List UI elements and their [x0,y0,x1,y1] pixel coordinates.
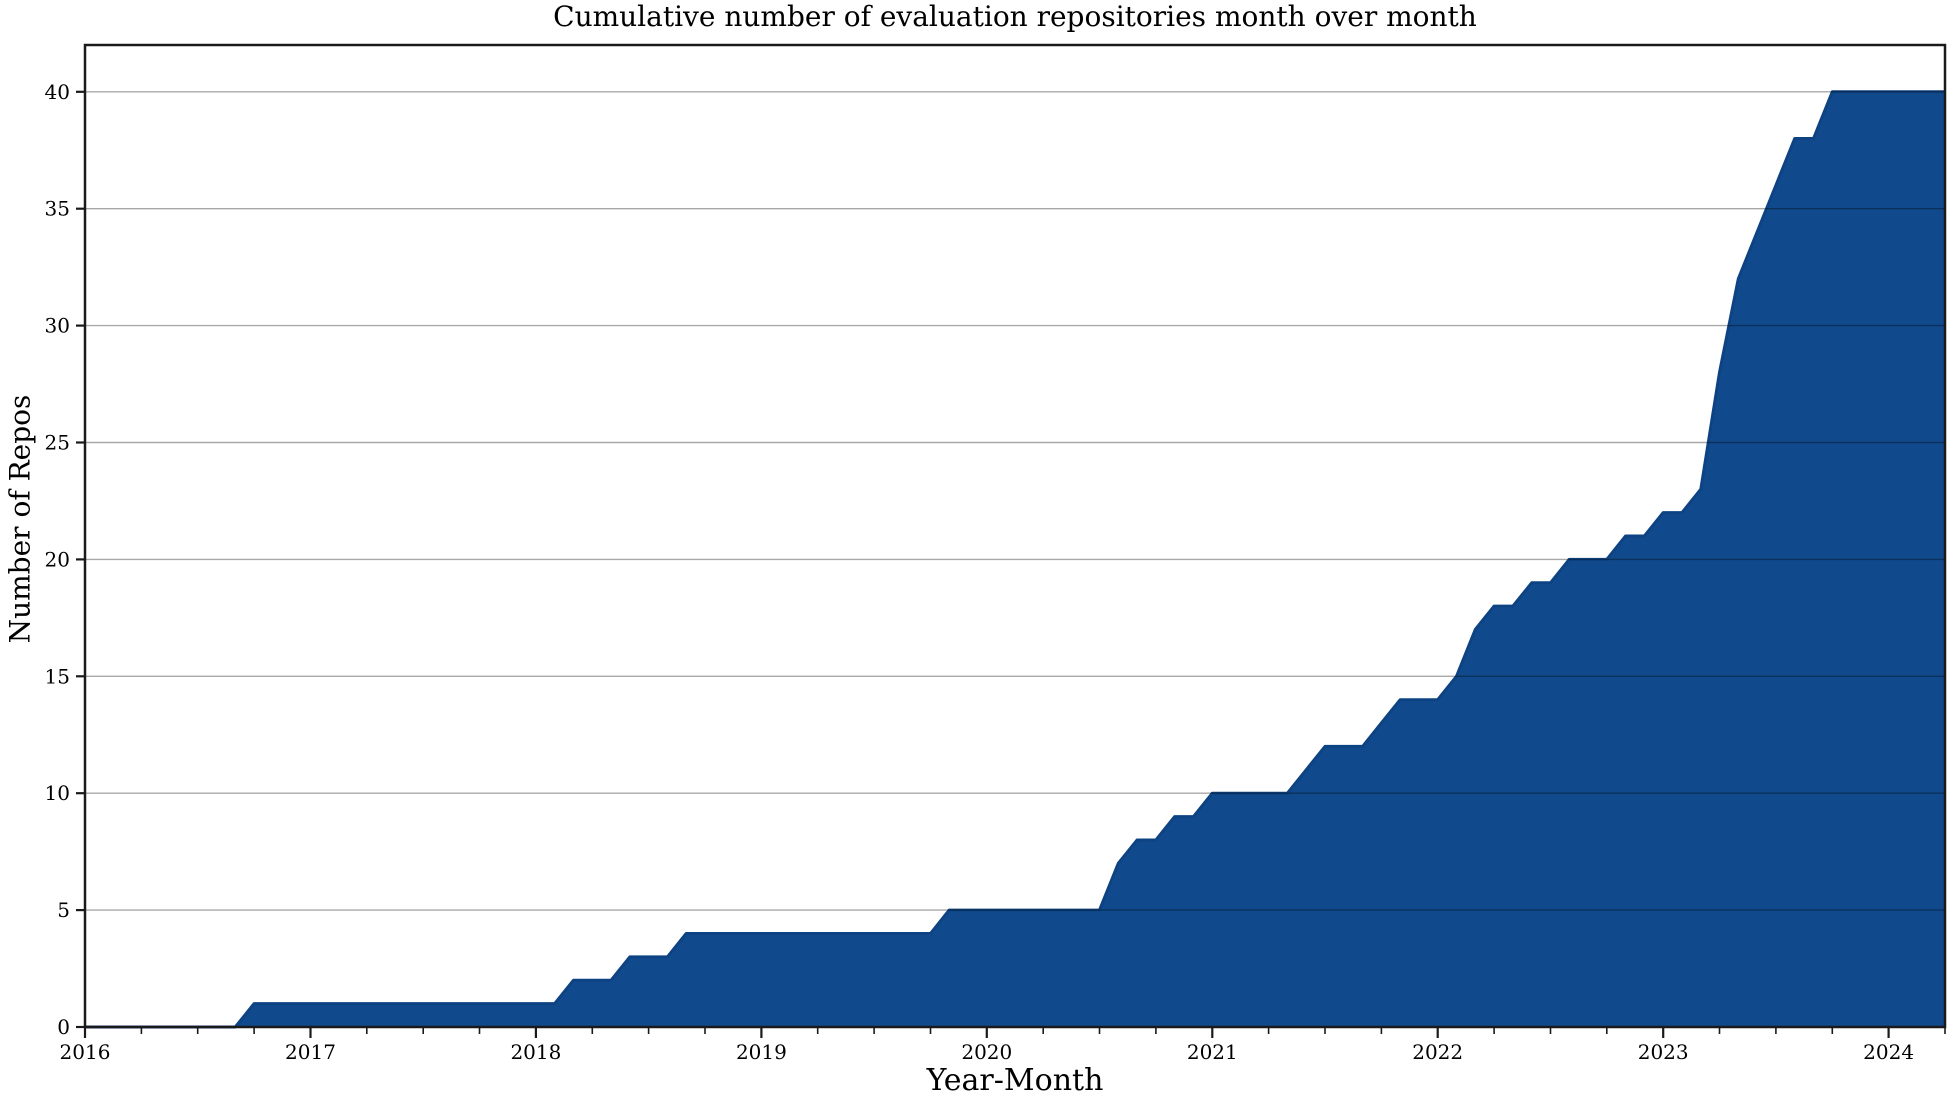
y-tick-label: 5 [57,898,70,922]
x-tick-label: 2023 [1638,1040,1689,1064]
y-tick-label: 35 [45,197,70,221]
x-tick-label: 2016 [60,1040,111,1064]
area-line [85,90,1945,1029]
y-tick-label: 20 [45,547,70,571]
x-tick-label: 2017 [285,1040,336,1064]
x-axis-label: Year-Month [926,1063,1104,1098]
x-tick-label: 2018 [510,1040,561,1064]
x-tick-label: 2019 [736,1040,787,1064]
y-tick-label: 0 [57,1015,70,1039]
x-tick-label: 2022 [1412,1040,1463,1064]
y-tick-label: 25 [45,431,70,455]
y-axis-label: Number of Repos [3,394,37,644]
y-tick-label: 40 [45,80,70,104]
x-tick-label: 2021 [1187,1040,1238,1064]
plot-frame [83,43,1947,1029]
area-fill [85,91,1945,1028]
chart-title: Cumulative number of evaluation reposito… [553,0,1477,33]
y-tick-label: 10 [45,781,70,805]
x-tick-label: 2020 [961,1040,1012,1064]
y-tick-label: 15 [45,664,70,688]
y-tick-label: 30 [45,314,70,338]
x-tick-label: 2024 [1863,1040,1914,1064]
